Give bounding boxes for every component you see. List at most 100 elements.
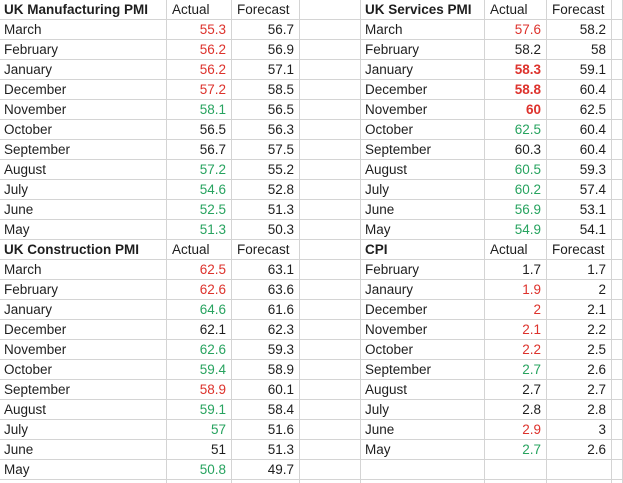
empty-cell[interactable] — [0, 480, 167, 483]
empty-cell[interactable] — [612, 40, 623, 60]
empty-cell[interactable] — [612, 20, 623, 40]
actual-value-cell[interactable]: 2.2 — [485, 340, 547, 360]
forecast-value-cell[interactable]: 62.3 — [232, 320, 300, 340]
forecast-value-cell[interactable]: 60.4 — [547, 140, 612, 160]
month-cell[interactable]: January — [0, 60, 167, 80]
actual-value-cell[interactable]: 2.1 — [485, 320, 547, 340]
empty-cell[interactable] — [300, 60, 361, 80]
actual-value-cell[interactable]: 57.2 — [167, 160, 232, 180]
actual-value-cell[interactable]: 2.9 — [485, 420, 547, 440]
forecast-value-cell[interactable]: 1.7 — [547, 260, 612, 280]
table-title-services[interactable]: UK Services PMI — [361, 0, 485, 20]
empty-cell[interactable] — [612, 260, 623, 280]
forecast-value-cell[interactable]: 58.9 — [232, 360, 300, 380]
forecast-value-cell[interactable]: 56.7 — [232, 20, 300, 40]
month-cell[interactable]: August — [0, 160, 167, 180]
forecast-value-cell[interactable]: 2.6 — [547, 440, 612, 460]
empty-cell[interactable] — [300, 400, 361, 420]
month-cell[interactable]: Janaury — [361, 280, 485, 300]
forecast-value-cell[interactable]: 51.3 — [232, 440, 300, 460]
actual-value-cell[interactable]: 62.6 — [167, 280, 232, 300]
month-cell[interactable]: March — [361, 20, 485, 40]
month-cell[interactable]: September — [361, 360, 485, 380]
month-cell[interactable]: December — [0, 320, 167, 340]
month-cell[interactable]: June — [0, 200, 167, 220]
forecast-value-cell[interactable]: 2.1 — [547, 300, 612, 320]
forecast-value-cell[interactable]: 51.6 — [232, 420, 300, 440]
actual-value-cell[interactable]: 2.8 — [485, 400, 547, 420]
empty-cell[interactable] — [612, 140, 623, 160]
actual-value-cell[interactable]: 54.9 — [485, 220, 547, 240]
empty-cell[interactable] — [612, 420, 623, 440]
actual-value-cell[interactable]: 2.7 — [485, 380, 547, 400]
month-cell[interactable]: July — [361, 400, 485, 420]
column-header-actual[interactable]: Actual — [167, 240, 232, 260]
actual-value-cell[interactable]: 2.7 — [485, 440, 547, 460]
forecast-value-cell[interactable]: 58.4 — [232, 400, 300, 420]
empty-cell[interactable] — [612, 320, 623, 340]
forecast-value-cell[interactable]: 58.5 — [232, 80, 300, 100]
empty-cell[interactable] — [612, 380, 623, 400]
actual-value-cell[interactable]: 56.2 — [167, 40, 232, 60]
empty-cell[interactable] — [612, 120, 623, 140]
forecast-value-cell[interactable]: 2 — [547, 280, 612, 300]
forecast-value-cell[interactable]: 49.7 — [232, 460, 300, 480]
actual-value-cell[interactable]: 51.3 — [167, 220, 232, 240]
month-cell[interactable]: February — [361, 40, 485, 60]
month-cell[interactable]: March — [0, 20, 167, 40]
empty-cell[interactable] — [300, 280, 361, 300]
forecast-value-cell[interactable]: 60.4 — [547, 120, 612, 140]
empty-cell[interactable] — [547, 460, 612, 480]
empty-cell[interactable] — [612, 240, 623, 260]
empty-cell[interactable] — [232, 480, 300, 483]
month-cell[interactable]: May — [0, 460, 167, 480]
table-title-manufacturing[interactable]: UK Manufacturing PMI — [0, 0, 167, 20]
actual-value-cell[interactable]: 60.5 — [485, 160, 547, 180]
actual-value-cell[interactable]: 64.6 — [167, 300, 232, 320]
empty-cell[interactable] — [612, 400, 623, 420]
empty-cell[interactable] — [547, 480, 612, 483]
actual-value-cell[interactable]: 60.2 — [485, 180, 547, 200]
empty-cell[interactable] — [300, 340, 361, 360]
actual-value-cell[interactable]: 58.9 — [167, 380, 232, 400]
actual-value-cell[interactable]: 59.1 — [167, 400, 232, 420]
actual-value-cell[interactable]: 62.1 — [167, 320, 232, 340]
actual-value-cell[interactable]: 60 — [485, 100, 547, 120]
empty-cell[interactable] — [612, 440, 623, 460]
actual-value-cell[interactable]: 57.6 — [485, 20, 547, 40]
empty-cell[interactable] — [300, 20, 361, 40]
month-cell[interactable]: February — [0, 40, 167, 60]
empty-cell[interactable] — [612, 360, 623, 380]
forecast-value-cell[interactable]: 50.3 — [232, 220, 300, 240]
empty-cell[interactable] — [300, 260, 361, 280]
actual-value-cell[interactable]: 1.7 — [485, 260, 547, 280]
forecast-value-cell[interactable]: 55.2 — [232, 160, 300, 180]
forecast-value-cell[interactable]: 2.6 — [547, 360, 612, 380]
actual-value-cell[interactable]: 50.8 — [167, 460, 232, 480]
empty-cell[interactable] — [612, 340, 623, 360]
actual-value-cell[interactable]: 60.3 — [485, 140, 547, 160]
forecast-value-cell[interactable]: 2.2 — [547, 320, 612, 340]
month-cell[interactable]: June — [0, 440, 167, 460]
forecast-value-cell[interactable]: 56.9 — [232, 40, 300, 60]
actual-value-cell[interactable]: 56.5 — [167, 120, 232, 140]
actual-value-cell[interactable]: 2 — [485, 300, 547, 320]
empty-cell[interactable] — [612, 80, 623, 100]
empty-cell[interactable] — [300, 100, 361, 120]
month-cell[interactable]: November — [361, 320, 485, 340]
forecast-value-cell[interactable]: 51.3 — [232, 200, 300, 220]
actual-value-cell[interactable]: 1.9 — [485, 280, 547, 300]
month-cell[interactable]: December — [0, 80, 167, 100]
empty-cell[interactable] — [612, 200, 623, 220]
empty-cell[interactable] — [300, 180, 361, 200]
month-cell[interactable]: July — [0, 420, 167, 440]
actual-value-cell[interactable]: 51 — [167, 440, 232, 460]
empty-cell[interactable] — [612, 100, 623, 120]
forecast-value-cell[interactable]: 57.1 — [232, 60, 300, 80]
forecast-value-cell[interactable]: 56.3 — [232, 120, 300, 140]
actual-value-cell[interactable]: 2.7 — [485, 360, 547, 380]
actual-value-cell[interactable]: 54.6 — [167, 180, 232, 200]
table-title-construction[interactable]: UK Construction PMI — [0, 240, 167, 260]
actual-value-cell[interactable]: 58.2 — [485, 40, 547, 60]
actual-value-cell[interactable]: 59.4 — [167, 360, 232, 380]
